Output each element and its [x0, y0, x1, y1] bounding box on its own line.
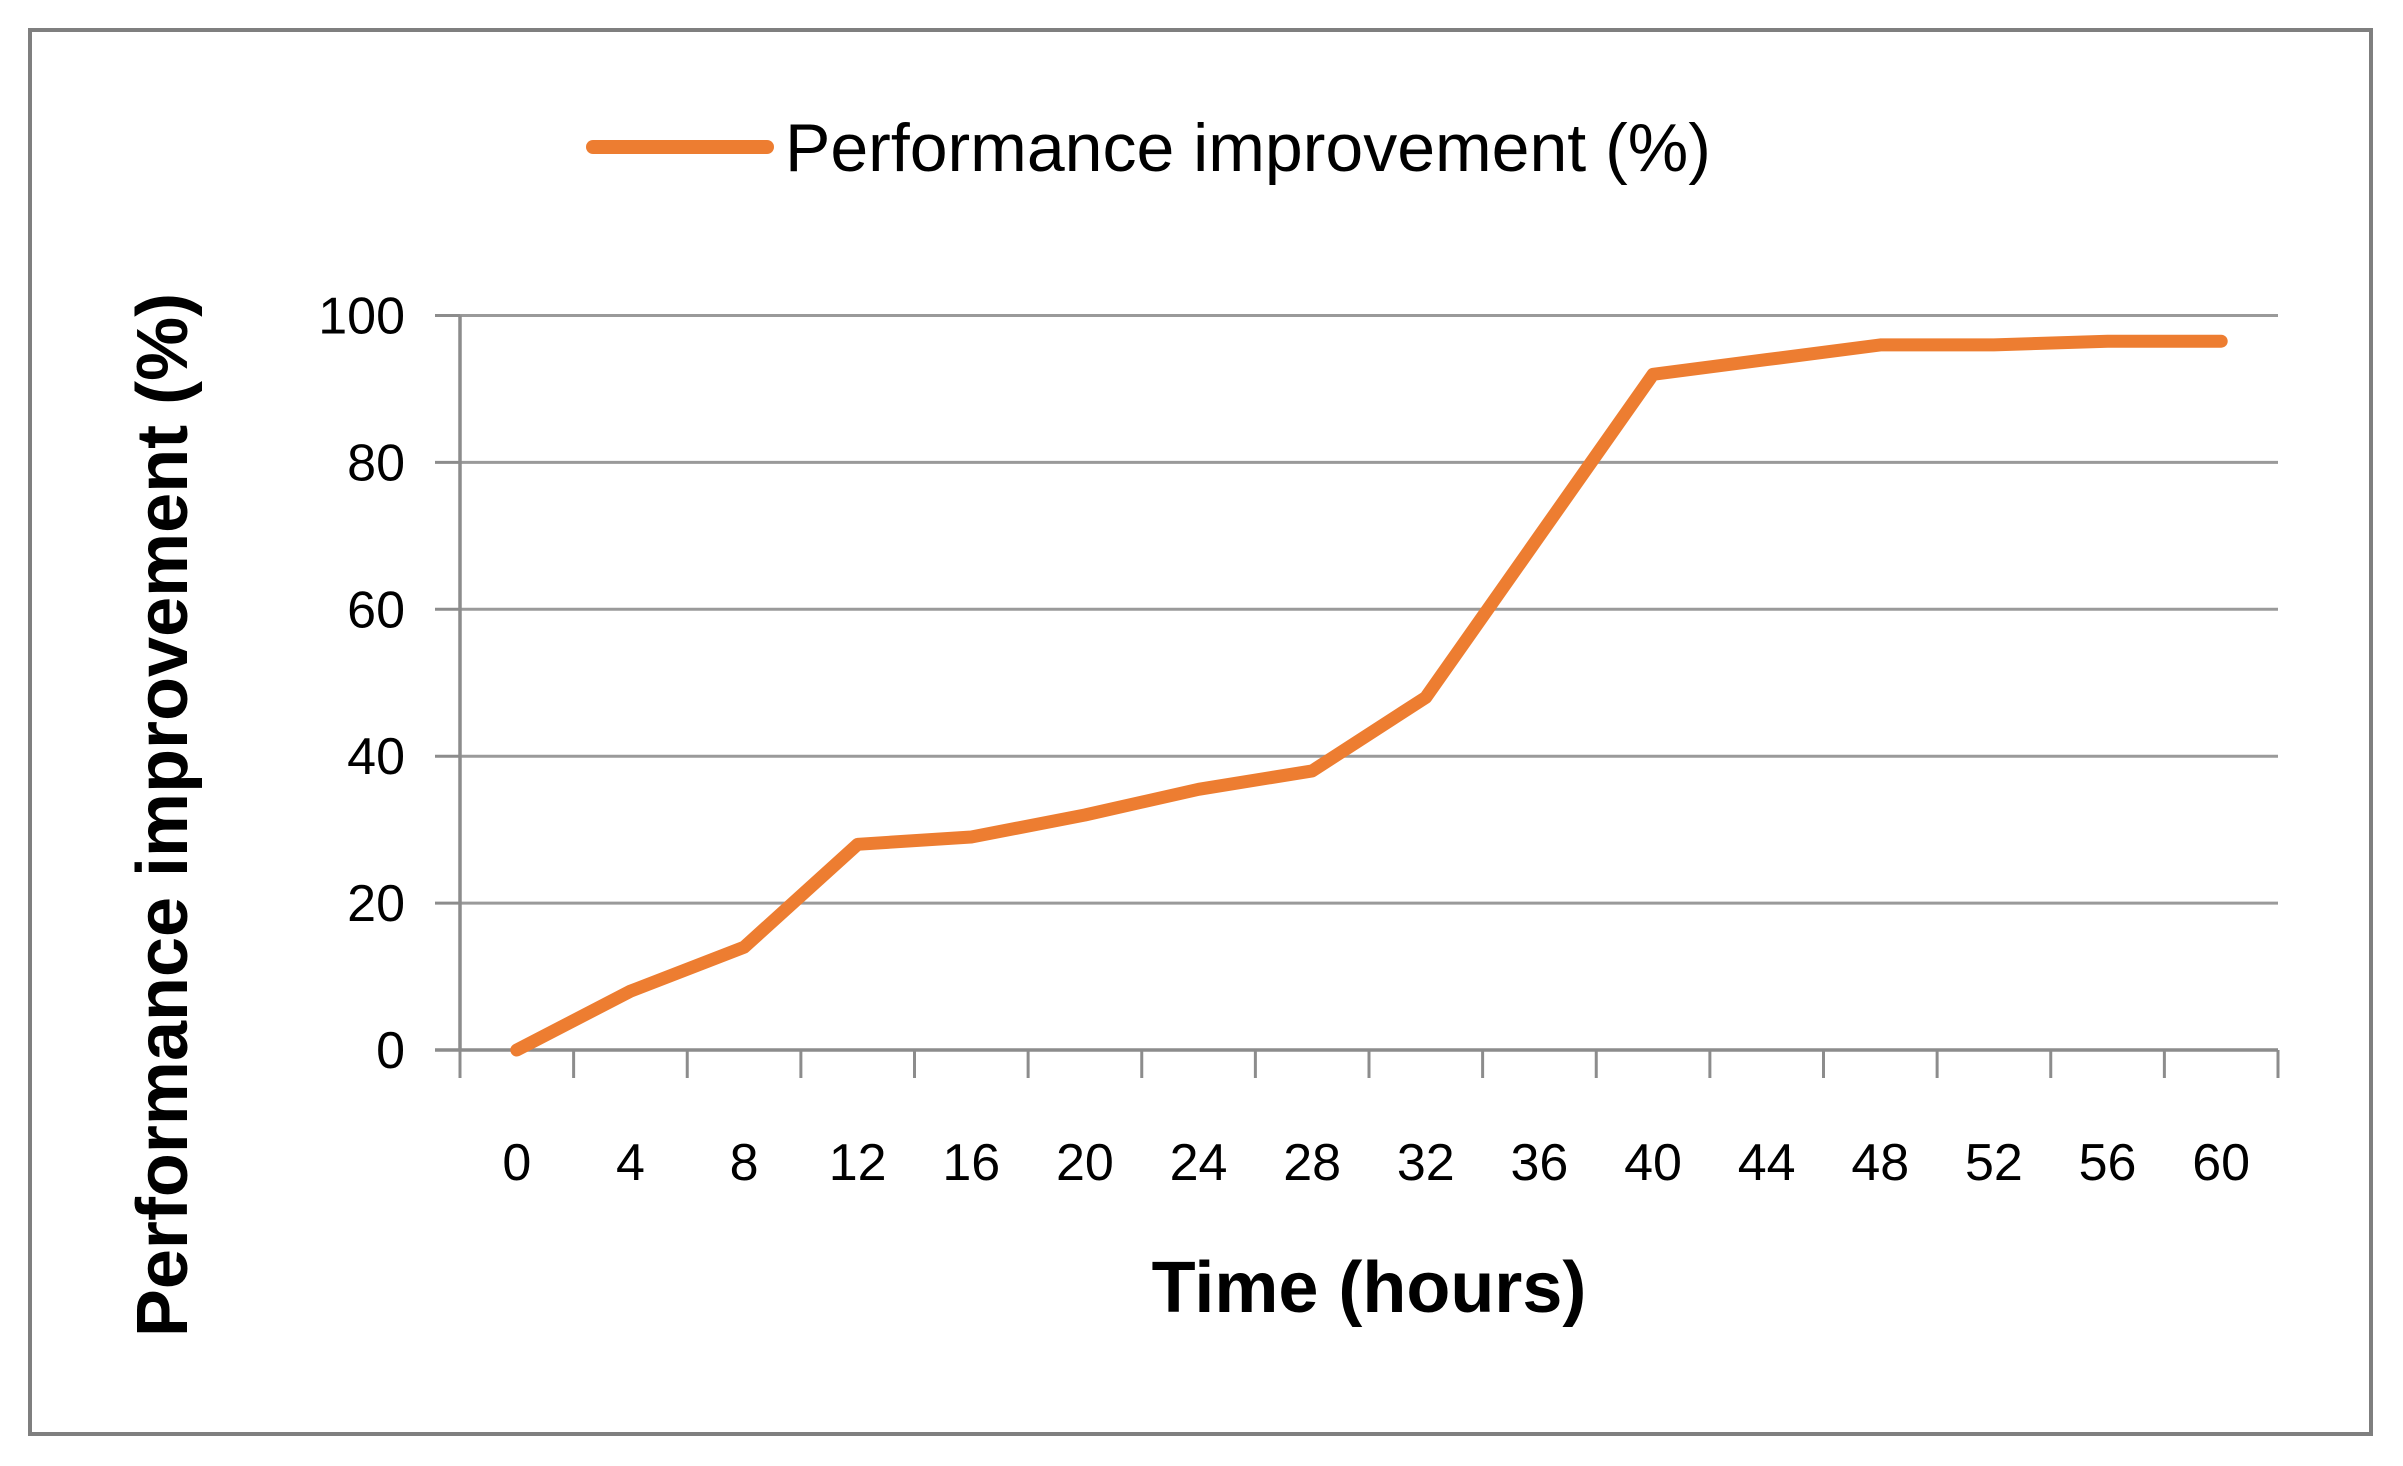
x-tick-label: 60: [2192, 1134, 2250, 1192]
x-tick-label: 24: [1170, 1134, 1228, 1192]
x-tick-labels: 0 4 8 12 16 20 24 28 32 36 40 44 48 52 56 60: [502, 1134, 2250, 1192]
x-tick-label: 20: [1056, 1134, 1114, 1192]
y-tick-label: 100: [318, 288, 405, 346]
x-tick-label: 40: [1624, 1134, 1682, 1192]
y-tick-label: 40: [347, 728, 405, 786]
x-tick-label: 52: [1965, 1134, 2023, 1192]
x-tick-label: 28: [1283, 1134, 1341, 1192]
x-tick-label: 56: [2079, 1134, 2137, 1192]
y-tick-labels: 0 20 40 60 80 100: [318, 288, 405, 1081]
y-tick-label: 60: [347, 581, 405, 639]
x-axis-title: Time (hours): [1152, 1248, 1587, 1328]
legend-label: Performance improvement (%): [785, 110, 1711, 186]
y-tick-label: 0: [376, 1022, 405, 1080]
gridlines: [460, 314, 2278, 905]
x-tick-label: 12: [829, 1134, 887, 1192]
x-tick-label: 36: [1511, 1134, 1569, 1192]
x-tick-label: 48: [1851, 1134, 1909, 1192]
axes: [435, 314, 2280, 1078]
series-polyline: [510, 334, 2228, 1057]
y-axis-title: Performance improvement (%): [123, 293, 203, 1337]
x-tick-label: 44: [1738, 1134, 1796, 1192]
series-line: [510, 334, 2228, 1057]
legend: Performance improvement (%): [586, 110, 1711, 186]
y-tick-label: 20: [347, 875, 405, 933]
y-tick-label: 80: [347, 434, 405, 492]
x-tick-label: 8: [730, 1134, 759, 1192]
x-tick-label: 16: [942, 1134, 1000, 1192]
x-tick-label: 0: [502, 1134, 531, 1192]
x-tick-label: 32: [1397, 1134, 1455, 1192]
x-tick-label: 4: [616, 1134, 645, 1192]
